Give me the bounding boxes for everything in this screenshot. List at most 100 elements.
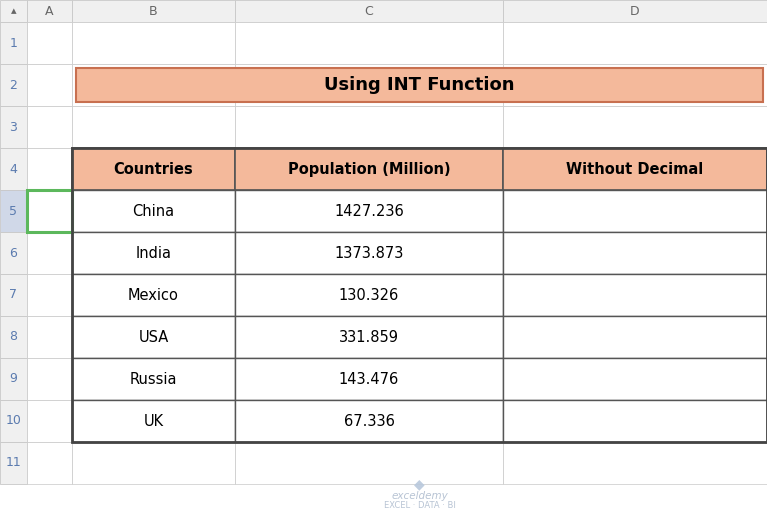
Text: 7: 7 — [9, 289, 18, 302]
Text: EXCEL · DATA · BI: EXCEL · DATA · BI — [384, 500, 456, 510]
Bar — [72, 358, 235, 400]
Bar — [235, 274, 503, 316]
Bar — [235, 400, 503, 442]
Bar — [72, 64, 235, 106]
Bar — [503, 22, 767, 64]
Bar — [27, 22, 72, 64]
Text: 8: 8 — [9, 331, 18, 344]
Bar — [72, 148, 235, 190]
Bar — [0, 232, 27, 274]
Bar — [503, 232, 767, 274]
Text: 1: 1 — [9, 36, 18, 49]
Bar — [27, 190, 72, 232]
Bar — [503, 358, 767, 400]
Bar — [27, 358, 72, 400]
Text: 6: 6 — [9, 246, 18, 259]
Text: India: India — [136, 245, 172, 261]
Bar — [503, 190, 767, 232]
Bar — [0, 22, 27, 64]
Bar — [503, 358, 767, 400]
Text: Mexico: Mexico — [128, 288, 179, 303]
Bar — [235, 232, 503, 274]
Bar — [0, 64, 27, 106]
Bar — [235, 232, 503, 274]
Bar — [72, 232, 235, 274]
Bar — [72, 400, 235, 442]
Bar — [235, 148, 503, 190]
Bar — [27, 106, 72, 148]
Bar — [503, 274, 767, 316]
Bar — [72, 148, 767, 442]
Bar — [27, 442, 72, 484]
Bar — [0, 0, 27, 22]
Bar — [0, 358, 27, 400]
Bar — [27, 316, 72, 358]
Bar — [503, 106, 767, 148]
Text: 5: 5 — [9, 204, 18, 217]
Text: Countries: Countries — [114, 162, 193, 176]
Bar — [72, 148, 235, 190]
Bar — [503, 190, 767, 232]
Bar — [27, 232, 72, 274]
Text: Using INT Function: Using INT Function — [324, 76, 515, 94]
Bar — [503, 148, 767, 190]
Text: 11: 11 — [5, 457, 21, 470]
Bar — [235, 190, 503, 232]
Bar — [503, 0, 767, 22]
Bar — [0, 274, 27, 316]
Bar — [235, 0, 503, 22]
Bar — [0, 106, 27, 148]
Bar — [72, 190, 235, 232]
Bar — [503, 232, 767, 274]
Bar — [503, 316, 767, 358]
Bar — [0, 442, 27, 484]
Bar — [235, 64, 503, 106]
Text: exceldemy: exceldemy — [391, 491, 448, 501]
Bar — [72, 316, 235, 358]
Bar — [235, 316, 503, 358]
Bar — [72, 22, 235, 64]
Text: 143.476: 143.476 — [339, 371, 399, 386]
Bar — [503, 64, 767, 106]
Bar — [72, 316, 235, 358]
Text: 331.859: 331.859 — [339, 330, 399, 345]
Bar — [72, 400, 235, 442]
Text: D: D — [630, 5, 640, 18]
Bar — [235, 442, 503, 484]
Text: 2: 2 — [9, 79, 18, 92]
Text: C: C — [364, 5, 374, 18]
Bar — [235, 106, 503, 148]
Bar — [27, 190, 72, 232]
Bar — [503, 400, 767, 442]
Bar — [0, 148, 27, 190]
Bar — [503, 274, 767, 316]
Text: 3: 3 — [9, 121, 18, 134]
Text: 1373.873: 1373.873 — [334, 245, 403, 261]
Bar — [235, 400, 503, 442]
Bar — [235, 148, 503, 190]
Text: 130.326: 130.326 — [339, 288, 399, 303]
FancyBboxPatch shape — [76, 68, 763, 102]
Text: Without Decimal: Without Decimal — [566, 162, 703, 176]
Bar — [27, 400, 72, 442]
Bar — [72, 358, 235, 400]
Bar — [503, 316, 767, 358]
Bar — [235, 316, 503, 358]
Bar — [72, 106, 235, 148]
Text: 10: 10 — [5, 414, 21, 427]
Text: ◆: ◆ — [414, 477, 425, 491]
Bar — [27, 274, 72, 316]
Text: 9: 9 — [9, 372, 18, 385]
Text: Russia: Russia — [130, 371, 177, 386]
Bar — [235, 358, 503, 400]
Bar — [72, 0, 235, 22]
Text: 4: 4 — [9, 163, 18, 176]
Bar — [72, 274, 235, 316]
Text: USA: USA — [138, 330, 169, 345]
Bar — [72, 190, 235, 232]
Text: UK: UK — [143, 413, 163, 428]
Bar — [235, 358, 503, 400]
Bar — [27, 64, 72, 106]
Bar — [235, 22, 503, 64]
Text: B: B — [150, 5, 158, 18]
